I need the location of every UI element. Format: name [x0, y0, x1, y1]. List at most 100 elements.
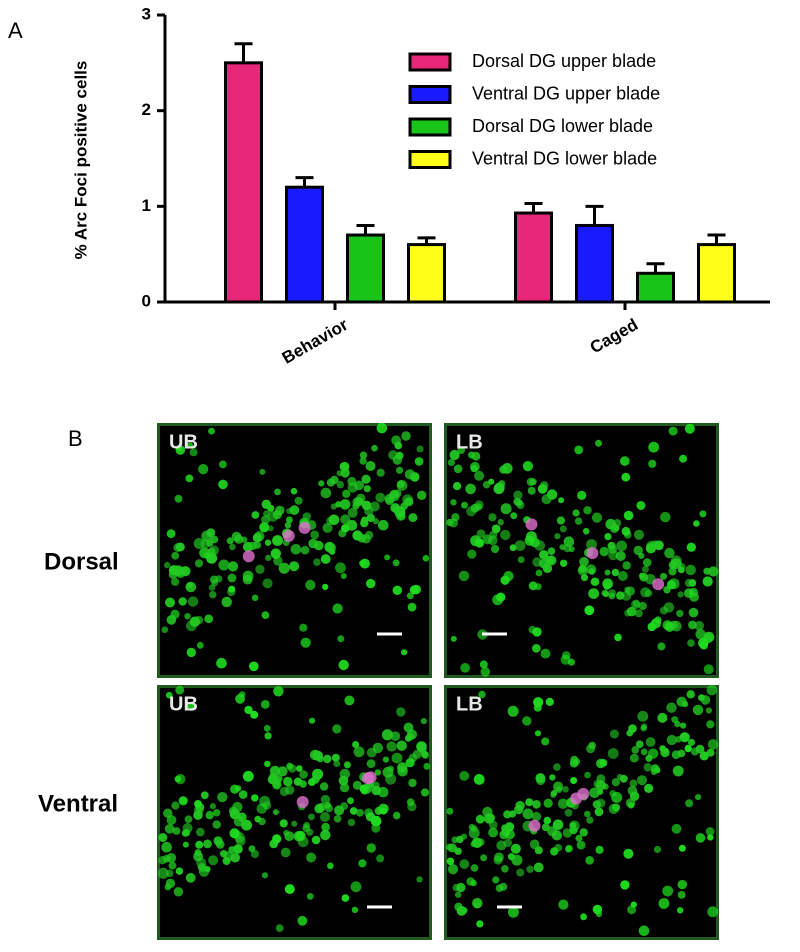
cell — [674, 720, 681, 728]
cell — [688, 607, 699, 618]
cell — [558, 497, 565, 504]
cell — [359, 451, 368, 459]
cell — [302, 824, 311, 833]
cell — [584, 771, 591, 779]
cell — [341, 894, 350, 902]
cell — [420, 718, 427, 725]
cell — [698, 637, 709, 649]
cell — [378, 803, 389, 814]
cell — [546, 489, 558, 500]
cell — [688, 579, 697, 587]
cell — [196, 641, 204, 649]
cell — [695, 794, 702, 801]
cell — [296, 765, 303, 772]
cell — [460, 663, 470, 673]
cell — [212, 809, 221, 817]
cell — [165, 597, 175, 608]
cell — [513, 490, 523, 500]
cell — [688, 738, 695, 746]
cell — [642, 558, 652, 567]
cell — [503, 571, 514, 582]
cell — [686, 542, 696, 552]
cell — [274, 774, 283, 783]
cell — [599, 759, 608, 767]
cell — [535, 773, 546, 784]
cell — [648, 459, 657, 468]
cell — [186, 442, 194, 449]
cell — [408, 513, 418, 523]
cell — [336, 480, 344, 489]
cell — [611, 568, 620, 577]
cell — [269, 772, 276, 779]
cell — [336, 470, 343, 477]
cell — [543, 816, 552, 825]
cell — [470, 465, 478, 473]
cell — [602, 783, 609, 790]
cell — [401, 431, 411, 441]
cell — [461, 501, 468, 509]
cell — [320, 487, 332, 499]
image-label: UB — [169, 431, 198, 453]
cell — [647, 748, 659, 759]
cell — [532, 557, 542, 567]
cell — [634, 609, 643, 618]
cell — [397, 766, 408, 777]
cell — [615, 551, 626, 561]
cell — [495, 884, 504, 892]
cell — [342, 489, 351, 498]
cell — [579, 828, 588, 837]
cell — [507, 906, 519, 918]
cell — [687, 639, 695, 647]
cell — [324, 541, 335, 553]
cell — [366, 747, 377, 758]
cell — [636, 501, 646, 510]
cell — [450, 499, 457, 506]
cell — [229, 809, 241, 820]
bar — [346, 233, 385, 304]
cell — [507, 705, 519, 717]
cell — [482, 806, 493, 817]
cell — [251, 594, 259, 601]
cell — [621, 472, 631, 482]
cell — [492, 876, 500, 884]
cell — [390, 731, 401, 741]
cell — [527, 486, 536, 495]
cell — [250, 710, 259, 719]
cell — [496, 840, 507, 851]
cell — [200, 539, 210, 549]
cell — [700, 695, 711, 705]
cell — [361, 474, 371, 484]
cell — [638, 552, 645, 559]
cell — [182, 829, 191, 837]
cell — [685, 799, 694, 808]
cell — [261, 499, 271, 509]
cell — [614, 633, 622, 642]
cell — [594, 807, 604, 817]
cell — [676, 609, 684, 618]
cell — [208, 427, 215, 435]
cell — [323, 754, 332, 764]
cell — [670, 558, 682, 569]
cell — [451, 836, 459, 844]
cell — [349, 807, 358, 815]
cell — [498, 480, 506, 488]
cell — [251, 794, 259, 802]
cell — [406, 592, 414, 600]
cell — [501, 463, 513, 474]
cell — [705, 707, 712, 714]
cell — [212, 820, 221, 829]
cell — [470, 503, 480, 513]
cell — [478, 690, 486, 699]
cell — [272, 809, 279, 816]
cell — [318, 480, 325, 487]
cell — [227, 573, 237, 583]
cell — [279, 786, 289, 797]
cell — [219, 460, 227, 469]
cell — [621, 591, 632, 601]
cell — [300, 637, 311, 648]
cell — [543, 798, 553, 808]
cell — [396, 480, 408, 491]
cell — [201, 530, 213, 542]
cell — [359, 558, 370, 569]
